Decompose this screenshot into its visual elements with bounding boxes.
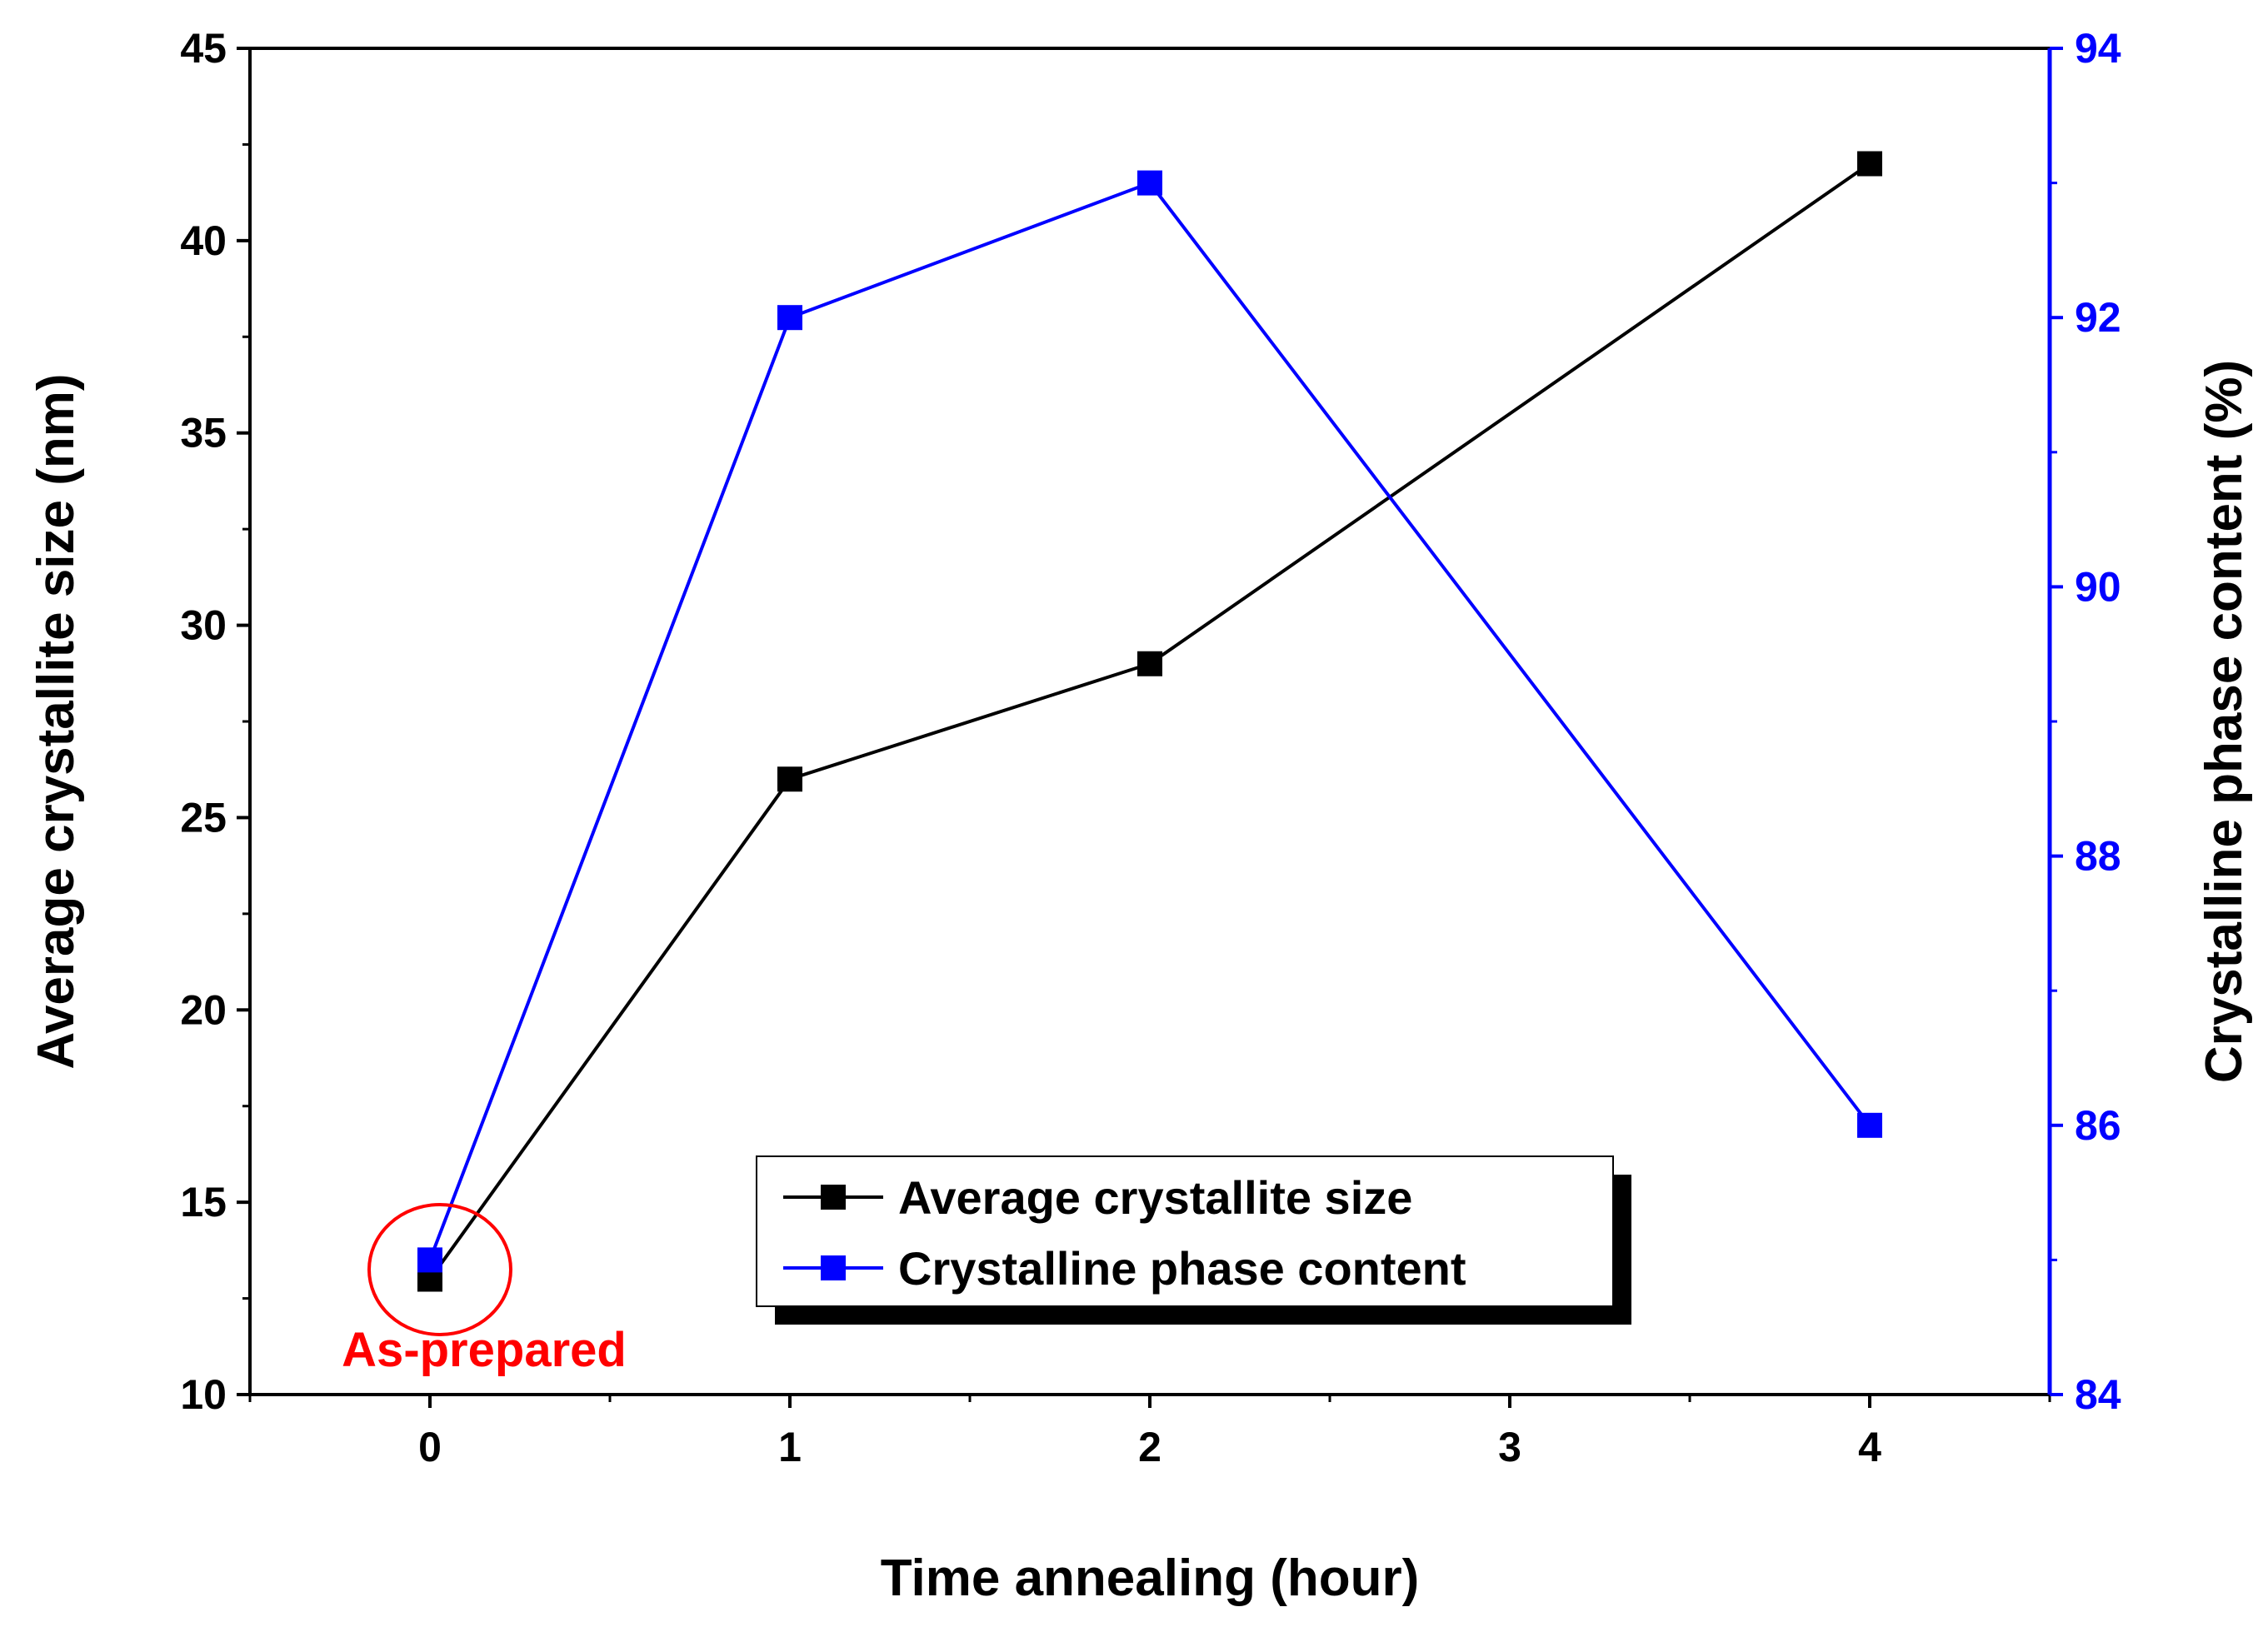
x-axis: 0 1 2 3 4 bbox=[248, 1395, 2051, 1470]
x-tick-label: 4 bbox=[1858, 1424, 1881, 1470]
right-y-tick-label: 92 bbox=[2075, 294, 2121, 341]
x-axis-title: Time annealing (hour) bbox=[881, 1550, 1419, 1607]
left-y-tick-label: 10 bbox=[180, 1371, 227, 1418]
right-y-tick-label: 84 bbox=[2075, 1371, 2121, 1418]
right-y-tick-label: 88 bbox=[2075, 833, 2121, 880]
as-prepared-label: As-prepared bbox=[342, 1323, 627, 1377]
legend-marker-size bbox=[821, 1185, 846, 1210]
data-point-average-crystallite-size bbox=[777, 766, 802, 792]
legend-label-size: Average crystallite size bbox=[898, 1171, 1412, 1224]
x-tick-label: 2 bbox=[1138, 1424, 1161, 1470]
x-tick-label: 0 bbox=[418, 1424, 442, 1470]
legend-label-phase: Crystalline phase content bbox=[898, 1242, 1466, 1295]
right-y-tick-label: 94 bbox=[2075, 25, 2121, 72]
left-y-tick-label: 30 bbox=[180, 602, 227, 649]
data-point-crystalline-phase-content bbox=[777, 305, 802, 331]
data-point-average-crystallite-size bbox=[1857, 151, 1882, 177]
right-y-axis-title: Crystalline phase content (%) bbox=[2196, 360, 2253, 1083]
series-line-crystalline-phase-content bbox=[428, 181, 1871, 1261]
legend-marker-phase bbox=[821, 1255, 846, 1280]
data-point-crystalline-phase-content bbox=[417, 1247, 442, 1273]
right-y-tick-label: 86 bbox=[2075, 1102, 2121, 1149]
data-point-crystalline-phase-content bbox=[1137, 170, 1162, 196]
left-y-axis: 10 15 20 25 30 35 40 45 bbox=[180, 25, 250, 1418]
left-y-tick-label: 45 bbox=[180, 25, 227, 72]
legend-box bbox=[756, 1155, 1614, 1307]
as-prepared-circle bbox=[367, 1202, 512, 1336]
left-y-tick-label: 20 bbox=[180, 986, 227, 1033]
legend: Average crystallite size Crystalline pha… bbox=[756, 1155, 1631, 1325]
right-y-tick-label: 90 bbox=[2075, 563, 2121, 610]
x-tick-label: 1 bbox=[778, 1424, 802, 1470]
left-y-tick-label: 35 bbox=[180, 410, 227, 457]
series-line-average-crystallite-size bbox=[428, 162, 1871, 1280]
data-point-crystalline-phase-content bbox=[1857, 1112, 1882, 1138]
left-y-tick-label: 25 bbox=[180, 794, 227, 841]
data-point-average-crystallite-size bbox=[1137, 651, 1162, 676]
series-layer bbox=[417, 151, 1882, 1292]
left-y-tick-label: 40 bbox=[180, 217, 227, 264]
x-tick-label: 3 bbox=[1498, 1424, 1521, 1470]
left-y-tick-label: 15 bbox=[180, 1179, 227, 1225]
left-y-axis-title: Average crystallite size (nm) bbox=[27, 373, 85, 1069]
right-y-axis: 84 86 88 90 92 94 bbox=[2050, 25, 2121, 1418]
